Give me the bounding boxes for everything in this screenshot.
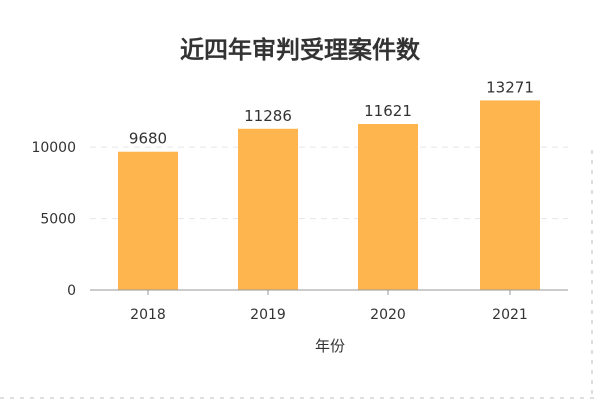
data-label: 11621: [364, 102, 412, 120]
bar-2018: [118, 151, 178, 290]
x-axis-label: 年份: [315, 337, 345, 355]
y-tick-label: 10000: [31, 140, 76, 156]
y-tick-label: 5000: [40, 212, 76, 228]
bar-2021: [480, 100, 540, 291]
bar-2019: [238, 128, 298, 290]
data-label: 9680: [129, 130, 167, 148]
x-tick-label: 2019: [250, 307, 286, 323]
data-labels: 9680 11286 11621 13271: [129, 78, 534, 147]
data-label: 13271: [486, 78, 534, 96]
x-tick-label: 2021: [492, 307, 528, 323]
bars: [118, 100, 540, 291]
x-tick-label: 2018: [130, 307, 166, 323]
x-tick-label: 2020: [370, 307, 406, 323]
y-tick-label: 0: [67, 283, 76, 299]
bar-2020: [358, 123, 418, 290]
x-axis-ticks: 2018 2019 2020 2021: [130, 290, 528, 323]
y-axis-ticks: 0 5000 10000: [31, 140, 76, 299]
chart-title: 近四年审判受理案件数: [180, 36, 421, 64]
data-label: 11286: [244, 107, 292, 125]
